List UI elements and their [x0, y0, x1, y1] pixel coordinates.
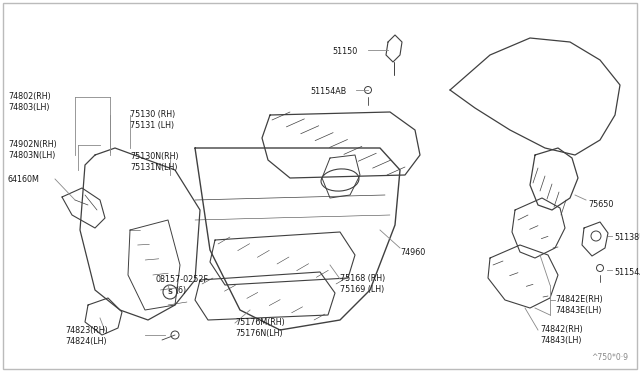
Text: 74803(LH): 74803(LH): [8, 103, 49, 112]
Text: ^750*0·9: ^750*0·9: [591, 353, 628, 362]
Text: 08157-0252F: 08157-0252F: [155, 275, 208, 284]
Text: 74960: 74960: [400, 248, 425, 257]
Text: 74802(RH): 74802(RH): [8, 92, 51, 101]
Text: 74824(LH): 74824(LH): [65, 337, 107, 346]
Text: 75168 (RH): 75168 (RH): [340, 274, 385, 283]
Text: 51150: 51150: [332, 47, 357, 56]
Text: 75176M(RH): 75176M(RH): [235, 318, 285, 327]
Text: 51154AB: 51154AB: [310, 87, 346, 96]
Text: 74843(LH): 74843(LH): [540, 336, 582, 345]
Text: 75130N(RH): 75130N(RH): [130, 152, 179, 161]
Text: 74803N(LH): 74803N(LH): [8, 151, 56, 160]
Text: 75131N(LH): 75131N(LH): [130, 163, 177, 172]
Text: 75176N(LH): 75176N(LH): [235, 329, 283, 338]
Text: 75650: 75650: [588, 200, 613, 209]
Text: S: S: [168, 289, 173, 295]
Text: 51138U: 51138U: [614, 233, 640, 242]
Text: 74842E(RH): 74842E(RH): [555, 295, 603, 304]
Text: 74843E(LH): 74843E(LH): [555, 306, 602, 315]
Text: 74902N(RH): 74902N(RH): [8, 140, 57, 149]
Text: (6): (6): [175, 286, 186, 295]
Text: 75169 (LH): 75169 (LH): [340, 285, 384, 294]
Text: 51154AA: 51154AA: [614, 268, 640, 277]
Text: 64160M: 64160M: [8, 175, 40, 184]
Text: 74823(RH): 74823(RH): [65, 326, 108, 335]
Text: 74842(RH): 74842(RH): [540, 325, 583, 334]
Text: 75130 (RH): 75130 (RH): [130, 110, 175, 119]
Text: 75131 (LH): 75131 (LH): [130, 121, 174, 130]
